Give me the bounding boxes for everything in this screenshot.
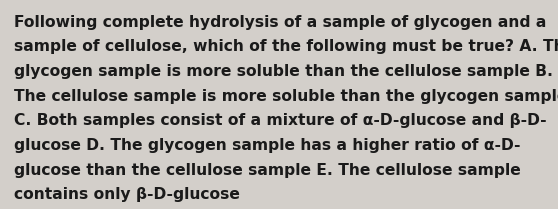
Text: C. Both samples consist of a mixture of α-D-glucose and β-D-: C. Both samples consist of a mixture of … <box>14 113 547 128</box>
Text: sample of cellulose, which of the following must be true? A. The: sample of cellulose, which of the follow… <box>14 39 558 54</box>
Text: glycogen sample is more soluble than the cellulose sample B.: glycogen sample is more soluble than the… <box>14 64 553 79</box>
Text: glucose D. The glycogen sample has a higher ratio of α-D-: glucose D. The glycogen sample has a hig… <box>14 138 521 153</box>
Text: glucose than the cellulose sample E. The cellulose sample: glucose than the cellulose sample E. The… <box>14 163 521 178</box>
Text: Following complete hydrolysis of a sample of glycogen and a: Following complete hydrolysis of a sampl… <box>14 15 546 30</box>
Text: The cellulose sample is more soluble than the glycogen sample: The cellulose sample is more soluble tha… <box>14 89 558 104</box>
Text: contains only β-D-glucose: contains only β-D-glucose <box>14 187 240 202</box>
